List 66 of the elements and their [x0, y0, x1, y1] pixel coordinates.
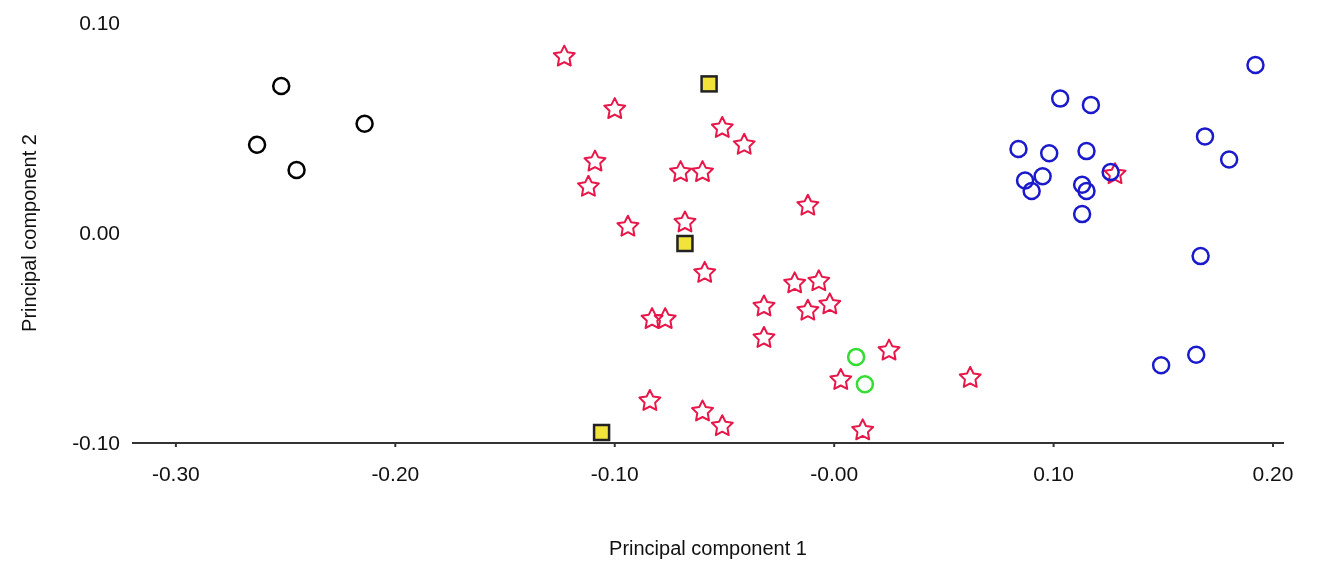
y-tick-label: 0.10	[79, 11, 120, 34]
point	[829, 368, 853, 390]
point	[691, 160, 714, 182]
point	[1081, 95, 1101, 115]
point	[1151, 356, 1171, 375]
point	[592, 423, 611, 442]
point	[638, 389, 662, 411]
point	[1072, 204, 1092, 224]
y-axis-title: Principal component 2	[18, 134, 40, 332]
point	[958, 365, 982, 388]
point	[732, 132, 756, 155]
point	[851, 418, 875, 441]
x-axis-title: Principal component 1	[609, 537, 807, 559]
point	[676, 234, 694, 253]
point	[752, 326, 776, 348]
point	[1050, 89, 1070, 108]
point	[877, 338, 901, 361]
point	[1009, 139, 1028, 159]
point	[1219, 150, 1239, 169]
point	[693, 260, 717, 283]
y-tick-label: -0.10	[72, 431, 120, 454]
point	[1015, 171, 1035, 190]
point	[1101, 162, 1120, 182]
point	[796, 193, 820, 216]
point	[552, 44, 576, 67]
point	[640, 307, 664, 329]
point	[855, 374, 875, 394]
x-tick-label: 0.10	[1033, 462, 1075, 485]
point	[673, 210, 697, 233]
point	[1191, 246, 1210, 266]
point	[1039, 143, 1059, 163]
point	[1072, 175, 1092, 194]
point	[1103, 162, 1127, 185]
point	[752, 294, 776, 317]
point	[616, 214, 640, 237]
point	[807, 269, 831, 292]
point	[603, 97, 627, 119]
x-tick-label: -0.10	[590, 462, 639, 485]
point	[691, 399, 714, 422]
point	[1186, 345, 1206, 365]
point	[287, 160, 306, 180]
point	[653, 307, 677, 329]
point	[576, 174, 600, 197]
point	[669, 160, 693, 182]
point	[796, 298, 820, 321]
point	[710, 414, 734, 437]
point	[1077, 141, 1096, 161]
point	[271, 76, 291, 96]
point	[783, 271, 807, 294]
point	[355, 114, 374, 134]
point	[1033, 167, 1052, 186]
point	[1195, 127, 1215, 146]
point	[700, 75, 718, 93]
x-tick-label: 0.20	[1252, 462, 1294, 485]
point	[247, 135, 267, 155]
point	[846, 347, 866, 367]
point	[710, 116, 734, 138]
point	[1246, 55, 1265, 75]
point	[1077, 181, 1096, 201]
y-tick-label: 0.00	[79, 221, 120, 244]
point	[818, 292, 842, 315]
x-tick-label: -0.20	[371, 462, 420, 485]
point	[583, 149, 607, 172]
x-tick-label: -0.00	[810, 462, 859, 485]
point	[1022, 181, 1041, 201]
x-tick-label: -0.30	[151, 462, 200, 485]
